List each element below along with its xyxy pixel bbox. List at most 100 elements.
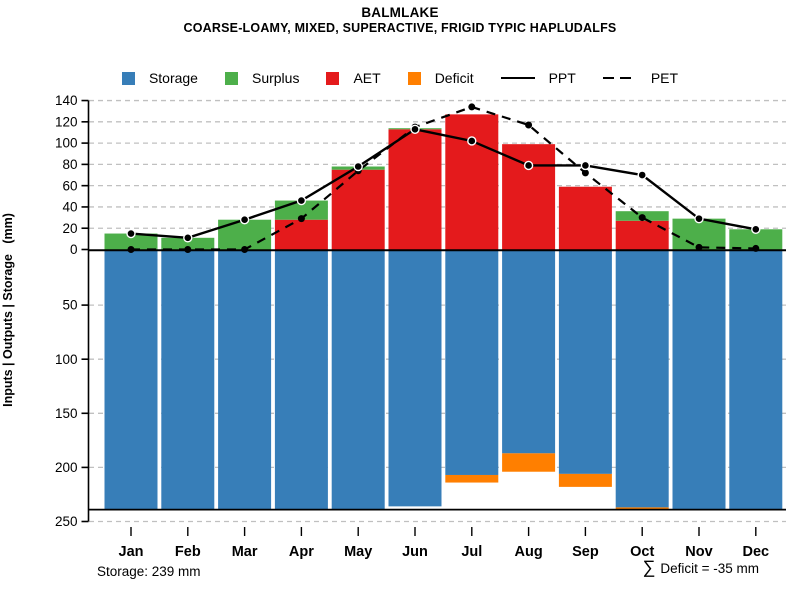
y-tick-label-150: 150: [55, 406, 78, 421]
aet-bar-apr: [274, 219, 328, 250]
y-tick-label-40: 40: [62, 200, 77, 215]
ppt-point-aug: [523, 160, 534, 171]
legend-label: Surplus: [251, 70, 300, 86]
deficit-bar-aug: [502, 453, 556, 472]
ppt-point-feb: [183, 233, 193, 243]
y-axis: 0 20 40 60 80 100 120 140 50 100 150 200 250: [55, 93, 90, 529]
month-label-jun: Jun: [402, 544, 428, 560]
ppt-line-group: [126, 124, 761, 243]
storage-bar-oct: [615, 251, 669, 508]
month-label-nov: Nov: [685, 544, 712, 560]
deficit-bar-jul: [445, 474, 499, 483]
aet-bar-sep: [558, 186, 612, 250]
ppt-point-oct: [637, 170, 647, 180]
pet-point-oct: [638, 214, 646, 222]
sigma-icon: ∑: [642, 557, 656, 577]
legend-label: PPT: [548, 70, 576, 86]
x-axis: Jan Feb Mar Apr May Jun Jul Aug Sep Oct Nov Dec: [119, 527, 769, 560]
aet-bar-aug: [502, 144, 556, 250]
month-label-sep: Sep: [572, 544, 599, 560]
y-tick-label-250: 250: [55, 514, 78, 529]
month-label-oct: Oct: [630, 544, 654, 560]
ppt-point-sep: [580, 160, 591, 171]
legend-label: Deficit: [434, 70, 474, 86]
y-tick-label-140: 140: [55, 93, 78, 108]
y-tick-label-50: 50: [62, 298, 77, 313]
storage-annotation: Storage: 239 mm: [97, 564, 201, 579]
storage-bar-sep: [558, 251, 612, 474]
storage-bar-dec: [729, 251, 783, 510]
deficit-bar-oct: [615, 507, 669, 510]
pet-point-apr: [297, 215, 305, 223]
y-tick-label-200: 200: [55, 460, 78, 475]
month-label-dec: Dec: [742, 544, 769, 560]
ppt-point-may: [353, 161, 363, 172]
legend-item-deficit: Deficit: [407, 70, 474, 86]
legend-label: AET: [353, 70, 381, 86]
ppt-line-icon: [500, 77, 535, 79]
storage-bar-jan: [104, 251, 158, 510]
pet-point-nov: [695, 243, 703, 251]
deficit-annotation: ∑ Deficit = -35 mm: [643, 558, 760, 576]
storage-bar-mar: [218, 251, 272, 510]
y-tick-label-20: 20: [62, 221, 77, 236]
chart-title: BALMLAKE: [361, 5, 439, 20]
surplus-bar-dec: [729, 229, 783, 250]
legend-item-pet: PET: [602, 70, 679, 86]
storage-bar-apr: [274, 251, 328, 510]
bars: [104, 114, 783, 510]
ppt-line: [130, 127, 757, 240]
ppt-point-mar: [239, 215, 250, 225]
storage-bar-aug: [502, 251, 556, 454]
chart-subtitle: COARSE-LOAMY, MIXED, SUPERACTIVE, FRIGID…: [183, 21, 617, 35]
deficit-annotation-text: Deficit = -35 mm: [660, 561, 759, 576]
gridlines: [89, 99, 786, 523]
chart-legend: Storage Surplus AET Deficit PPT PET: [0, 66, 800, 90]
aet-bar-jul: [445, 114, 499, 250]
aet-bar-may: [331, 169, 385, 250]
aet-bar-jun: [388, 129, 442, 250]
surplus-bar-jan: [104, 233, 158, 250]
y-tick-label-80: 80: [62, 157, 77, 172]
legend-label: Storage: [148, 70, 198, 86]
legend-item-aet: AET: [326, 70, 381, 86]
pet-point-jan: [127, 246, 135, 253]
surplus-swatch-icon: [224, 71, 238, 85]
surplus-bar-feb: [161, 237, 215, 250]
ppt-point-dec: [751, 224, 761, 234]
aet-bar-oct: [615, 220, 669, 250]
aet-swatch-icon: [326, 71, 340, 85]
y-tick-label-100: 100: [55, 136, 78, 151]
pet-line-icon: [602, 76, 637, 80]
pet-point-feb: [184, 246, 192, 253]
legend-item-surplus: Surplus: [224, 70, 300, 86]
deficit-swatch-icon: [407, 71, 421, 85]
month-label-mar: Mar: [232, 544, 258, 560]
storage-bar-may: [331, 251, 385, 510]
ppt-point-jul: [467, 136, 477, 146]
pet-point-aug: [525, 121, 533, 129]
deficit-bar-sep: [558, 473, 612, 487]
y-tick-label-120: 120: [55, 114, 78, 129]
ppt-point-jan: [126, 228, 136, 239]
month-label-apr: Apr: [289, 544, 314, 560]
y-tick-label-60: 60: [62, 178, 77, 193]
legend-item-storage: Storage: [121, 70, 198, 86]
month-label-may: May: [344, 544, 372, 560]
legend-label: PET: [650, 70, 679, 86]
storage-swatch-icon: [121, 71, 135, 85]
month-label-jan: Jan: [119, 544, 144, 560]
pet-line: [131, 105, 756, 251]
month-label-feb: Feb: [175, 544, 201, 560]
legend-item-ppt: PPT: [500, 70, 576, 86]
y-tick-label-100: 100: [55, 352, 78, 367]
y-tick-label-0: 0: [70, 242, 78, 257]
pet-point-dec: [752, 244, 760, 252]
pet-point-mar: [241, 246, 249, 253]
month-label-jul: Jul: [461, 544, 482, 560]
month-label-aug: Aug: [515, 544, 543, 560]
storage-bar-jul: [445, 251, 499, 475]
ppt-point-nov: [694, 213, 704, 224]
